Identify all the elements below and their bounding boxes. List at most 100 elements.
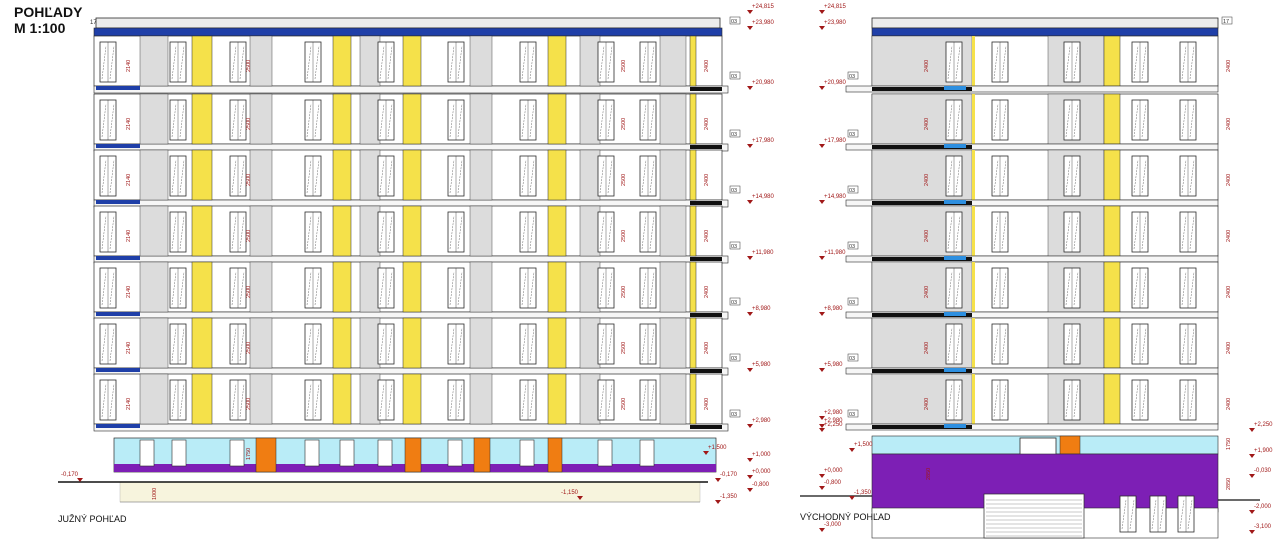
slab-blue-accent [96,368,140,372]
roof-tag: 17 [90,20,97,26]
east-floor-tag: 03 [849,356,855,362]
facade-gray-panel [249,205,273,257]
window-sash-line [1001,327,1007,362]
window-sash-line [109,45,115,80]
facade-yellow-panel [191,35,213,87]
dim-label: 2400 [1226,174,1232,186]
facade-yellow-panel [332,93,352,145]
ground-window [377,439,393,467]
window-sash-line [306,103,312,138]
window-sash-line [379,215,385,250]
level-label: +14,980 [824,194,847,200]
dim-label: 2400 [704,118,710,130]
window-sash-line [109,103,115,138]
floor-tag: 03 [731,19,737,25]
window-sash-line [449,327,455,362]
facade-gray-panel [249,93,273,145]
window-sash-line [1001,45,1007,80]
window-sash-line [379,45,385,80]
dim-label: 2400 [924,286,930,298]
east-slab-blue [944,368,966,372]
level-label: -0,170 [61,472,79,478]
window-sash-line [179,215,185,250]
facade-yellow-panel [332,149,352,201]
level-label: +2,250 [824,422,843,428]
window-sash-line [306,383,312,418]
floor-tag-box [729,185,741,194]
facade-yellow-panel [402,35,422,87]
dim-label: 2400 [1226,286,1232,298]
level-marker [819,144,825,148]
east-roof-tag-box [1221,16,1233,25]
level-label: +23,980 [824,20,847,26]
window-sash-line [955,45,961,80]
window-sash-line [599,159,605,194]
facade-gray-panel [139,149,169,201]
facade-gray-panel [659,35,687,87]
window-sash-line [231,103,237,138]
east-floor-tag-box [847,353,859,362]
facade-gray-panel [359,205,381,257]
window-sash-line [1181,327,1187,362]
window-sash-line [607,215,613,250]
facade-gray-panel [359,261,381,313]
window-sash-line [387,383,393,418]
window-sash-line [641,383,647,418]
east-roof-attic [871,17,1219,29]
dim-label: 2500 [246,60,252,72]
window-sash-line [529,215,535,250]
east-floor-slab [845,85,1219,93]
dim-label: 2140 [126,230,132,242]
facade-yellow-panel [689,373,697,425]
window-sash-line [1001,383,1007,418]
facade-gray-panel [469,35,493,87]
window-sash-line [101,327,107,362]
window-sash-line [239,159,245,194]
window-sash-line [641,215,647,250]
floor-slab [93,85,729,94]
facade-yellow-panel [332,261,352,313]
floor-tag-box [729,241,741,250]
window-sash-line [314,383,320,418]
window-sash-line [387,103,393,138]
facade-gray-panel [139,35,169,87]
window-sash-line [314,159,320,194]
window-sash-line [306,327,312,362]
east-slab-dark [872,201,972,205]
level-label: +17,980 [752,138,775,144]
level-label: +0,000 [752,469,771,475]
facade-gray-panel [359,373,381,425]
dim-label: 2500 [621,230,627,242]
level-label: +2,980 [824,418,843,424]
window-sash-line [649,271,655,306]
east-slab-dark [872,87,972,91]
window-sash-line [607,103,613,138]
east-floor-tag-box [847,129,859,138]
facade-gray-panel [359,317,381,369]
floor-tag: 03 [731,356,737,362]
roof-band [93,27,723,37]
window-sash-line [641,271,647,306]
window-sash-line [1073,159,1079,194]
level-marker [715,478,721,482]
window-sash-line [1141,271,1147,306]
window-sash-line [1189,271,1195,306]
slab-blue-accent [96,144,140,148]
facade-yellow-panel [191,261,213,313]
east-yellow-panel [1103,373,1121,425]
window-sash-line [171,159,177,194]
window-sash-line [101,383,107,418]
dim-label: 2140 [126,60,132,72]
window-sash-line [1065,103,1071,138]
facade-yellow-panel [402,317,422,369]
window-sash-line [457,215,463,250]
window-sash-line [1001,103,1007,138]
facade-gray-panel [469,149,493,201]
dim-label: 2500 [621,398,627,410]
window-sash-line [179,45,185,80]
level-marker [819,86,825,90]
dim-label: 2850 [1226,478,1232,490]
dim-label: 2400 [704,398,710,410]
window-sash-line [1065,327,1071,362]
